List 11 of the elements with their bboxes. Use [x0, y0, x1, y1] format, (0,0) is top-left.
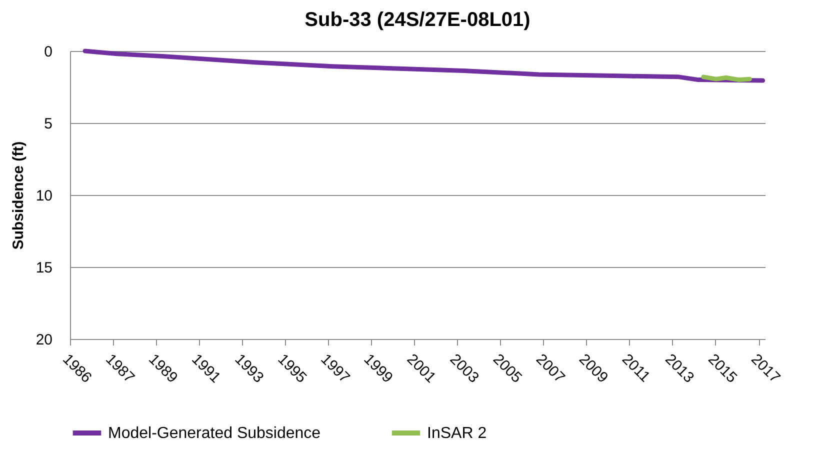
y-tick-label: 15	[36, 260, 52, 276]
line-series	[82, 48, 766, 83]
y-tick-label: 10	[36, 188, 52, 204]
legend-label: Model-Generated Subsidence	[108, 425, 321, 442]
legend-label: InSAR 2	[427, 425, 487, 442]
y-tick-label: 20	[36, 332, 52, 348]
y-axis-title: Subsidence (ft)	[10, 141, 27, 250]
y-tick-label: 5	[44, 116, 52, 132]
chart-title: Sub-33 (24S/27E-08L01)	[304, 9, 530, 31]
y-tick-label: 0	[44, 44, 52, 60]
x-tick-label: 1997	[317, 350, 353, 386]
